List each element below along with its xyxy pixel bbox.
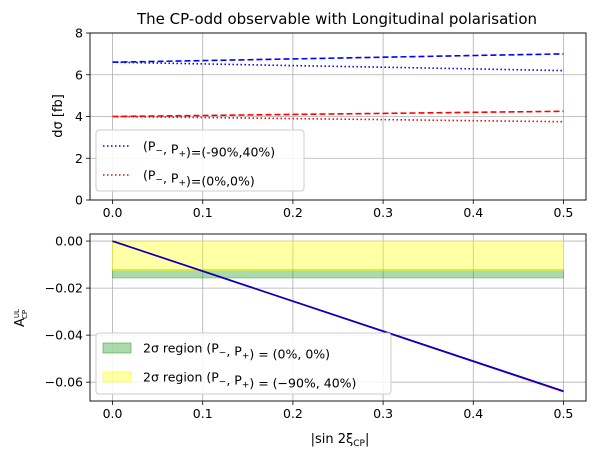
series-line <box>112 240 564 392</box>
y-tick-label: −0.06 <box>45 375 83 390</box>
legend-label-part: , P <box>163 171 179 186</box>
bottom-plot: 0.0 0.1 0.2 0.3 0.4 0.5 0.00 −0.02 −0.04 −0.06 2σ … <box>13 233 587 449</box>
legend-box <box>95 332 392 395</box>
x-tick-label: 0.4 <box>463 205 483 220</box>
y-axis-label-part: CP <box>21 310 29 319</box>
x-axis-label-part: | <box>365 432 369 447</box>
legend-label-part: )=(0%,0%) <box>186 174 255 189</box>
legend-label-part: − <box>155 147 163 157</box>
legend-label-part: − <box>219 349 227 359</box>
x-tick-label: 0.1 <box>193 205 213 220</box>
series-line <box>112 110 564 118</box>
legend-box <box>95 129 305 192</box>
chart-title: The CP-odd observable with Longitudinal … <box>136 10 537 28</box>
y-tick-label: 2 <box>75 151 83 166</box>
legend-label-part: 2σ region (P <box>143 341 219 356</box>
x-tick-label: 0.3 <box>373 205 393 220</box>
legend-label-part: , P <box>226 344 242 359</box>
legend-label-part: (P <box>143 168 156 183</box>
y-tick-label: −0.04 <box>45 328 83 343</box>
x-tick-label: 0.3 <box>373 406 393 421</box>
legend-label-part: (P <box>143 139 156 154</box>
x-axis-label-part: |sin 2ξ <box>311 432 354 447</box>
y-tick-label: −0.02 <box>45 281 83 296</box>
x-axis-label: |sin 2ξCP| <box>311 432 370 449</box>
y-axis-label: AULCP <box>13 309 29 327</box>
axes-frame <box>89 32 587 201</box>
y-tick-label: 0.00 <box>55 234 83 249</box>
legend-label-part: ) = (−90%, 40%) <box>249 376 356 391</box>
x-tick-label: 0.2 <box>283 406 303 421</box>
y-axis-label-part: A <box>13 318 28 327</box>
y-axis-label-part: UL <box>13 309 21 318</box>
y-tick-label: 0 <box>75 193 83 208</box>
legend-label-part: + <box>178 150 186 160</box>
legend-label: (P−, P+)=(-90%,40%) <box>143 139 275 160</box>
legend-label-part: + <box>178 179 186 189</box>
legend-label-part: )=(-90%,40%) <box>186 145 275 160</box>
legend-label-part: + <box>242 381 250 391</box>
x-axis-label-part: CP <box>353 439 365 449</box>
y-tick-label: 4 <box>75 109 83 124</box>
legend-label-part: − <box>219 378 227 388</box>
x-tick-label: 0.5 <box>554 406 574 421</box>
x-tick-label: 0.1 <box>193 406 213 421</box>
legend-label-part: 2σ region (P <box>143 370 219 385</box>
sigma-band <box>112 240 564 271</box>
legend-swatch <box>102 371 132 383</box>
legend-label-part: , P <box>163 142 179 157</box>
x-tick-label: 0.2 <box>283 205 303 220</box>
legend-label-part: ) = (0%, 0%) <box>249 347 330 362</box>
x-tick-label: 0.4 <box>463 406 483 421</box>
legend-swatch <box>102 342 132 354</box>
sigma-band <box>112 269 564 279</box>
y-tick-label: 6 <box>75 67 83 82</box>
axes-frame <box>89 233 587 402</box>
legend-label: 2σ region (P−, P+) = (0%, 0%) <box>143 341 330 362</box>
y-axis-label: dσ [fb] <box>51 94 66 138</box>
x-tick-label: 0.0 <box>103 406 123 421</box>
y-tick-label: 8 <box>75 26 83 41</box>
legend-label-part: + <box>242 352 250 362</box>
legend-label: 2σ region (P−, P+) = (−90%, 40%) <box>143 370 356 391</box>
series-line <box>112 53 564 63</box>
legend-label: (P−, P+)=(0%,0%) <box>143 168 255 189</box>
legend-label-part: , P <box>226 373 242 388</box>
x-tick-label: 0.5 <box>554 205 574 220</box>
legend-label-part: − <box>155 176 163 186</box>
x-tick-label: 0.0 <box>103 205 123 220</box>
